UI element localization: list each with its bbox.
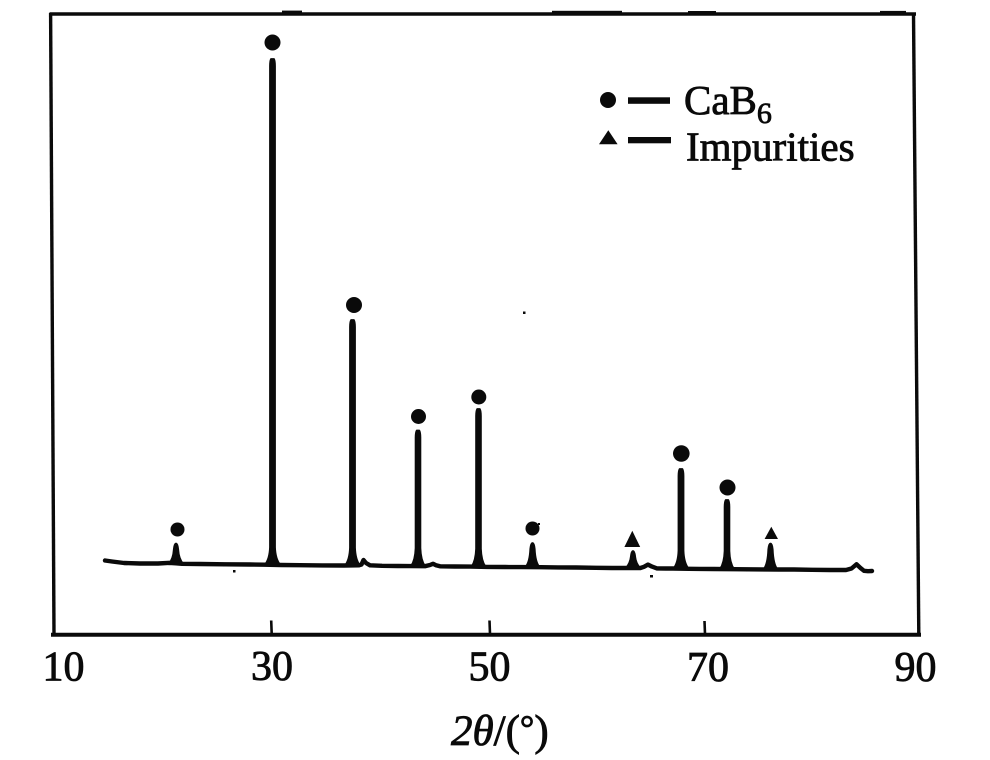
svg-text:30: 30	[251, 644, 293, 690]
svg-text:90: 90	[895, 645, 937, 691]
svg-text:Impurities: Impurities	[686, 124, 855, 170]
svg-text:2θ/(°): 2θ/(°)	[451, 708, 549, 755]
svg-text:70: 70	[687, 645, 729, 691]
svg-text:10: 10	[43, 645, 85, 691]
svg-text:50: 50	[469, 645, 511, 691]
